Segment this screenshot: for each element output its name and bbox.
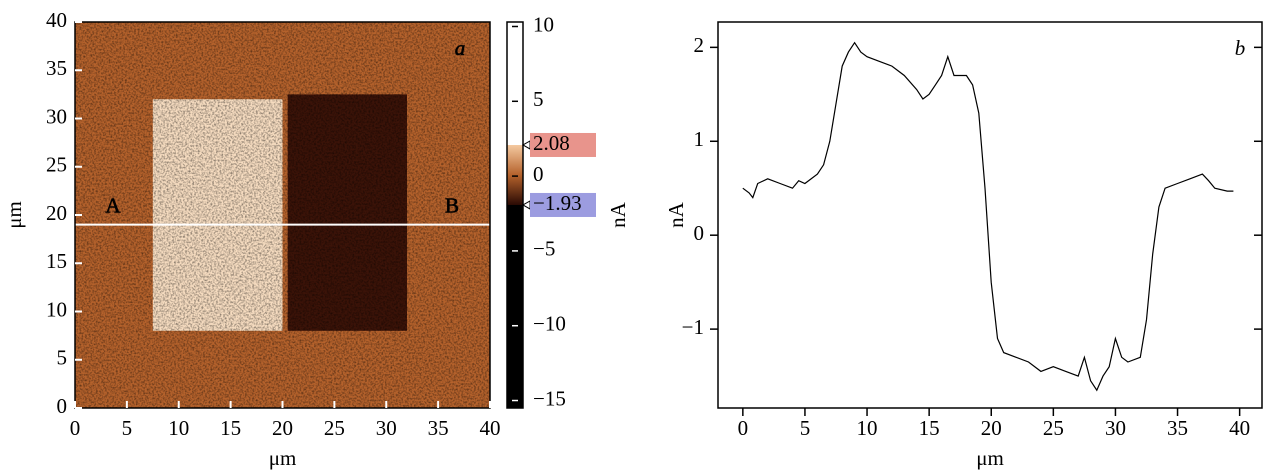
colorbar	[506, 21, 524, 409]
y-axis-label: μm	[2, 201, 26, 229]
colorbar-marker	[521, 140, 531, 150]
panel-label: b	[1235, 36, 1246, 60]
marker-label: 2.08	[533, 131, 570, 155]
panel-label: a	[455, 36, 466, 60]
x-tick-label: 15	[919, 416, 940, 440]
colorbar-tick-label: −10	[533, 312, 566, 336]
y-tick-label: 20	[46, 201, 67, 225]
x-tick-label: 10	[857, 416, 878, 440]
x-tick-label: 5	[122, 416, 133, 440]
x-tick-label: 40	[1229, 416, 1250, 440]
y-tick-label: 5	[57, 346, 68, 370]
marker-label-box	[530, 132, 596, 157]
colorbar-tick-label: −15	[533, 386, 566, 410]
y-tick-label: 15	[46, 249, 67, 273]
y-tick-label: 40	[46, 8, 67, 32]
profile-end-label: B	[445, 193, 459, 217]
x-tick-label: 30	[376, 416, 397, 440]
y-tick-label: 35	[46, 56, 67, 80]
y-axis-label: nA	[664, 201, 688, 228]
marker-label-box	[530, 192, 596, 217]
x-axis-label: μm	[976, 446, 1004, 470]
plot-frame	[717, 21, 1263, 409]
y-tick-label: 10	[46, 297, 67, 321]
x-tick-label: 0	[738, 416, 749, 440]
marker-label: −1.93	[533, 191, 582, 215]
colorbar-label: nA	[606, 201, 630, 228]
x-tick-label: 25	[1043, 416, 1064, 440]
x-tick-label: 30	[1105, 416, 1126, 440]
speckle	[75, 22, 490, 408]
y-tick-label: 2	[694, 33, 705, 57]
x-tick-label: 5	[800, 416, 811, 440]
x-tick-label: 0	[70, 416, 81, 440]
y-tick-label: 0	[694, 221, 705, 245]
x-axis-label: μm	[269, 446, 297, 470]
colorbar-tick-label: 5	[533, 87, 544, 111]
image	[75, 22, 490, 408]
x-tick-label: 40	[480, 416, 501, 440]
colorbar-tick-label: −5	[533, 237, 555, 261]
y-tick-label: 1	[694, 127, 705, 151]
x-tick-label: 35	[1167, 416, 1188, 440]
x-tick-label: 15	[220, 416, 241, 440]
profile-start-label: A	[105, 193, 121, 217]
y-tick-label: 0	[57, 394, 68, 418]
x-tick-label: 20	[272, 416, 293, 440]
y-tick-label: 30	[46, 104, 67, 128]
x-tick-label: 25	[324, 416, 345, 440]
x-tick-label: 35	[428, 416, 449, 440]
x-tick-label: 20	[981, 416, 1002, 440]
x-tick-label: 10	[168, 416, 189, 440]
colorbar-tick-label: 10	[533, 12, 554, 36]
y-tick-label: −1	[682, 315, 704, 339]
colorbar-marker	[521, 200, 531, 210]
profile-line	[742, 41, 1234, 392]
colorbar-tick-label: 0	[533, 162, 544, 186]
y-tick-label: 25	[46, 153, 67, 177]
